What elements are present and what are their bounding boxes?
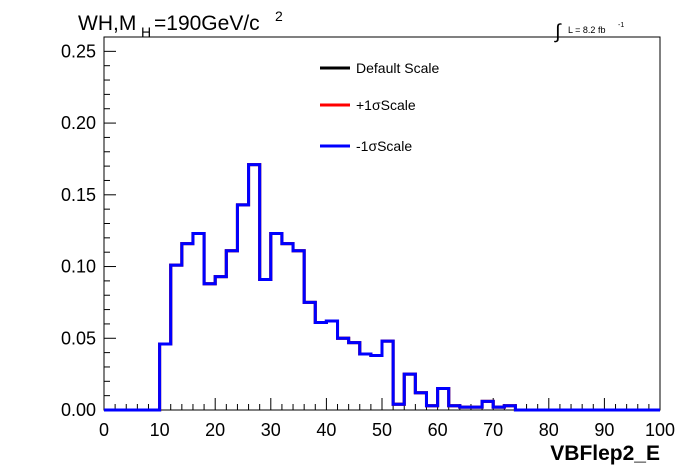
x-tick-label: 30 [261,420,281,440]
series-line-3 [104,163,660,412]
x-tick-label: 80 [539,420,559,440]
title-rest: =190GeV/c [154,12,260,35]
chart-title: WH,M H =190GeV/c 2 [78,8,283,40]
x-tick-label: 100 [645,420,675,440]
x-axis: 0 10 20 30 40 50 60 70 80 90 100 [99,398,675,440]
x-axis-label: VBFlep2_E [550,442,660,465]
y-tick-label: 0.25 [61,41,96,61]
legend-label: +1σScale [356,97,416,113]
x-tick-label: 90 [594,420,614,440]
legend: Default Scale +1σScale -1σScale [320,60,439,154]
x-tick-label: 0 [99,420,109,440]
x-tick-label: 60 [428,420,448,440]
title-subscript: H [141,24,151,40]
histogram-series [104,163,660,412]
title-superscript: 2 [275,8,283,24]
x-tick-label: 70 [483,420,503,440]
title-main: WH,M [78,12,136,35]
legend-label: -1σScale [356,138,412,154]
x-tick-label: 20 [205,420,225,440]
x-tick-label: 50 [372,420,392,440]
series-line-2 [104,163,660,412]
y-tick-label: 0.00 [61,400,96,420]
luminosity-superscript: -1 [618,22,624,29]
x-tick-label: 40 [316,420,336,440]
x-tick-label: 10 [150,420,170,440]
luminosity-text: L = 8.2 fb [568,25,605,35]
legend-label: Default Scale [356,60,439,76]
y-tick-label: 0.15 [61,185,96,205]
series-line-1 [104,163,660,412]
y-tick-label: 0.10 [61,257,96,277]
luminosity-label: ∫ L = 8.2 fb -1 [554,21,624,43]
integral-symbol: ∫ [554,21,562,43]
y-axis: 0.00 0.05 0.10 0.15 0.20 0.25 [61,41,116,420]
y-tick-label: 0.20 [61,113,96,133]
y-tick-label: 0.05 [61,328,96,348]
